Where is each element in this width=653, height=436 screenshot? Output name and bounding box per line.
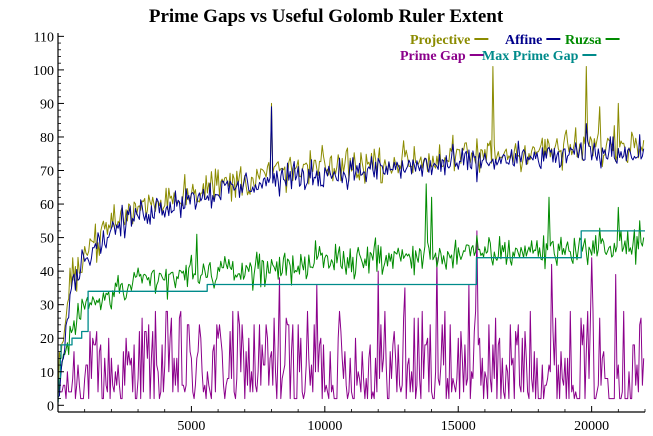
legend-label-max-prime-gap: Max Prime Gap	[482, 49, 579, 64]
y-tick-label: 20	[40, 332, 54, 347]
legend-label-prime-gap: Prime Gap	[400, 49, 466, 64]
x-tick-label: 10000	[307, 419, 342, 434]
y-tick-label: 70	[40, 165, 54, 180]
y-tick-label: 40	[40, 265, 54, 280]
legend-label-ruzsa: Ruzsa	[565, 33, 602, 48]
y-tick-label: 80	[40, 131, 54, 146]
y-tick-label: 30	[40, 299, 54, 314]
y-tick-label: 100	[33, 64, 54, 79]
series-line-prime-gap	[57, 230, 645, 400]
chart-title: Prime Gaps vs Useful Golomb Ruler Extent	[149, 6, 504, 27]
legend-label-affine: Affine	[505, 33, 542, 48]
plot-series	[57, 66, 645, 403]
x-tick-label: 20000	[574, 419, 609, 434]
y-axis: 0 10 20 30 40 50 60 70 80 90 100 110	[33, 30, 64, 414]
series-line-affine	[57, 106, 645, 398]
y-tick-label: 60	[40, 198, 54, 213]
y-tick-label: 110	[34, 30, 54, 45]
y-tick-label: 90	[40, 97, 54, 112]
legend-label-projective: Projective	[410, 33, 470, 48]
series-line-ruzsa	[57, 183, 645, 391]
x-axis: 5000 10000 15000 20000	[58, 406, 646, 434]
y-tick-label: 0	[47, 399, 54, 414]
y-tick-label: 50	[40, 232, 54, 247]
y-tick-label: 10	[40, 366, 54, 381]
x-tick-label: 5000	[177, 419, 205, 434]
x-tick-label: 15000	[441, 419, 476, 434]
legend: Projective Affine Ruzsa Prime Gap Max Prime …	[400, 33, 620, 64]
